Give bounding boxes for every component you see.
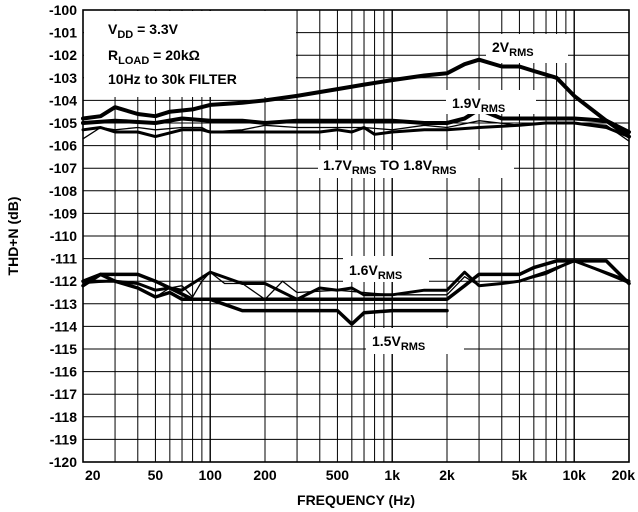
- y-tick-label: -101: [49, 25, 77, 41]
- x-axis-title: FREQUENCY (Hz): [297, 492, 415, 508]
- x-tick-label: 50: [148, 467, 164, 483]
- series-label-backdrop: [486, 34, 568, 58]
- y-tick-label: -118: [50, 409, 77, 425]
- y-tick-label: -104: [49, 92, 77, 108]
- y-tick-label: -108: [49, 183, 77, 199]
- series-group: [81, 57, 631, 326]
- x-tick-label: 1k: [384, 467, 400, 483]
- series-label-backdrop: [343, 256, 429, 282]
- y-tick-label: -111: [51, 251, 78, 267]
- y-tick-label: -103: [49, 70, 77, 86]
- y-tick-label: -106: [49, 138, 77, 154]
- y-tick-label: -114: [50, 318, 77, 334]
- y-tick-label: -112: [50, 273, 77, 289]
- y-tick-label: -109: [49, 205, 77, 221]
- y-tick-label: -107: [49, 160, 77, 176]
- x-tick-label: 20: [85, 467, 101, 483]
- conditions-box: [84, 11, 296, 97]
- series-label-4: 1.5VRMS: [372, 333, 425, 353]
- y-tick-label: -120: [49, 454, 77, 470]
- y-axis-title: THD+N (dB): [5, 197, 21, 276]
- y-tick-label: -115: [50, 341, 77, 357]
- x-tick-label: 2k: [439, 467, 455, 483]
- y-tick-label: -100: [49, 2, 77, 18]
- y-tick-label: -113: [50, 296, 77, 312]
- series-label-0: 2VRMS: [492, 39, 534, 59]
- y-tick-label: -117: [50, 386, 77, 402]
- series-label-1: 1.9VRMS: [452, 95, 505, 115]
- test-condition-1: RLOAD = 20kΩ: [108, 47, 200, 67]
- y-tick-label: -102: [49, 47, 77, 63]
- series-label-2: 1.7VRMS TO 1.8VRMS: [323, 157, 457, 177]
- test-condition-0: VDD = 3.3V: [108, 21, 179, 41]
- series-line-4: [81, 259, 631, 302]
- x-tick-label: 20k: [612, 467, 636, 483]
- x-tick-label: 5k: [512, 467, 528, 483]
- y-tick-label: -116: [50, 364, 77, 380]
- series-label-backdrop: [366, 328, 464, 354]
- x-tick-label: 100: [199, 467, 223, 483]
- x-tick-label: 10k: [563, 467, 587, 483]
- x-tick-label: 200: [253, 467, 277, 483]
- y-tick-label: -110: [50, 228, 77, 244]
- y-tick-label: -105: [49, 115, 77, 131]
- plot-border: [82, 9, 630, 463]
- x-tick-label: 500: [326, 467, 350, 483]
- series-line-1: [81, 107, 631, 134]
- series-line-0: [81, 57, 631, 139]
- series-label-backdrop: [446, 90, 536, 114]
- series-label-3: 1.6VRMS: [349, 262, 402, 282]
- series-label-backdrop: [318, 150, 514, 178]
- test-condition-2: 10Hz to 30k FILTER: [108, 71, 237, 87]
- series-line-3: [82, 120, 630, 142]
- y-tick-label: -119: [50, 431, 77, 447]
- series-line-7: [82, 260, 630, 300]
